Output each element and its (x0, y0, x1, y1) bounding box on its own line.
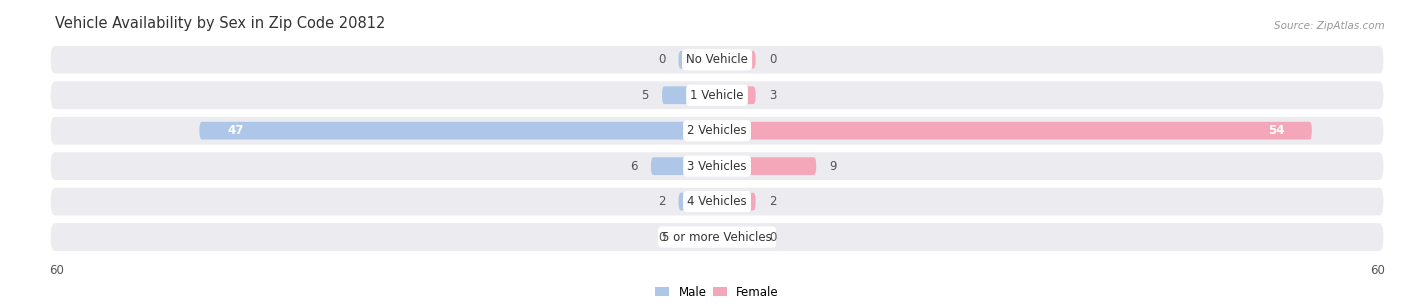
Text: 2: 2 (658, 195, 665, 208)
FancyBboxPatch shape (679, 228, 717, 246)
Text: 2: 2 (769, 195, 776, 208)
FancyBboxPatch shape (51, 152, 1384, 180)
FancyBboxPatch shape (717, 51, 755, 69)
FancyBboxPatch shape (51, 117, 1384, 144)
FancyBboxPatch shape (679, 51, 717, 69)
FancyBboxPatch shape (662, 86, 717, 104)
FancyBboxPatch shape (51, 81, 1384, 109)
FancyBboxPatch shape (717, 122, 1312, 140)
FancyBboxPatch shape (51, 188, 1384, 215)
FancyBboxPatch shape (51, 223, 1384, 251)
Legend: Male, Female: Male, Female (651, 281, 783, 303)
Text: 9: 9 (830, 160, 837, 173)
Text: Source: ZipAtlas.com: Source: ZipAtlas.com (1274, 21, 1385, 32)
FancyBboxPatch shape (717, 157, 815, 175)
Text: 54: 54 (1268, 124, 1284, 137)
Text: 5 or more Vehicles: 5 or more Vehicles (662, 230, 772, 244)
Text: Vehicle Availability by Sex in Zip Code 20812: Vehicle Availability by Sex in Zip Code … (55, 17, 385, 32)
Text: 5: 5 (641, 89, 648, 102)
FancyBboxPatch shape (51, 46, 1384, 74)
Text: 4 Vehicles: 4 Vehicles (688, 195, 747, 208)
Text: 6: 6 (630, 160, 638, 173)
Text: 2 Vehicles: 2 Vehicles (688, 124, 747, 137)
FancyBboxPatch shape (679, 193, 717, 211)
Text: 1 Vehicle: 1 Vehicle (690, 89, 744, 102)
FancyBboxPatch shape (717, 193, 755, 211)
Text: 3: 3 (769, 89, 776, 102)
Text: 0: 0 (769, 230, 776, 244)
Text: 0: 0 (769, 53, 776, 66)
Text: 3 Vehicles: 3 Vehicles (688, 160, 747, 173)
FancyBboxPatch shape (651, 157, 717, 175)
Text: 0: 0 (658, 53, 665, 66)
Text: No Vehicle: No Vehicle (686, 53, 748, 66)
FancyBboxPatch shape (717, 86, 755, 104)
Text: 0: 0 (658, 230, 665, 244)
FancyBboxPatch shape (200, 122, 717, 140)
FancyBboxPatch shape (717, 228, 755, 246)
Text: 47: 47 (226, 124, 243, 137)
